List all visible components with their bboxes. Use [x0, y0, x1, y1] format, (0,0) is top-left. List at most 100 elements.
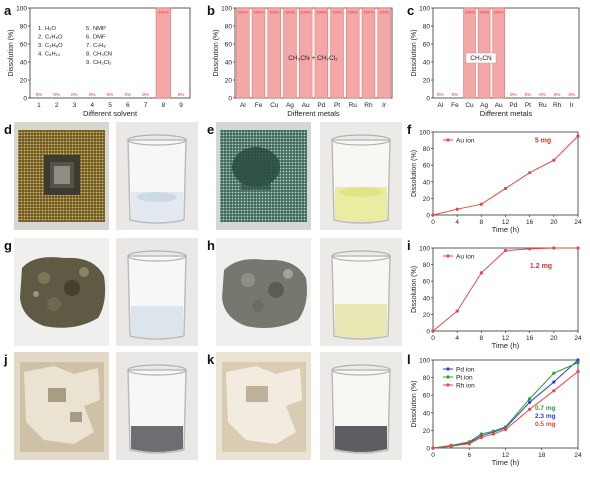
- chart-i-xtick-label: 0: [431, 335, 435, 342]
- chart-a-data-label: 0%: [53, 92, 60, 97]
- chart-a-legend-text: CH₂Cl₂: [93, 60, 111, 66]
- chart-f-xtick-label: 12: [502, 219, 510, 226]
- chart-a-legend-number: 7.: [86, 43, 91, 49]
- chart-a-ylabel: Dissolution (%): [8, 29, 15, 76]
- chart-l-xlabel: Time (h): [492, 458, 520, 467]
- chart-b-plot-frame: [234, 7, 393, 99]
- chart-f-plot-frame: [432, 131, 579, 216]
- chart-i-ytick-label: 20: [423, 312, 431, 319]
- chart-l-xtick-label: 24: [574, 452, 582, 459]
- chart-l-ylabel: Dissolution (%): [411, 380, 418, 427]
- chart-f-xlabel: Time (h): [492, 225, 520, 234]
- chart-c-ytick-label: 60: [423, 42, 431, 49]
- chart-a-legend-text: CH₃CN: [93, 52, 112, 58]
- chart-a-legend-text: C₇H₈: [93, 43, 106, 49]
- chart-a-xtick-label: 8: [162, 102, 166, 109]
- chart-i-ytick-label: 0: [426, 329, 430, 336]
- chart-f-xtick-label: 4: [455, 219, 459, 226]
- chart-f-ytick-label: 20: [423, 196, 431, 203]
- chart-i-data-point: [552, 246, 556, 250]
- chart-b-bar: [330, 7, 344, 99]
- chart-l-data-point: [528, 400, 532, 404]
- chart-l-plot-frame: [432, 359, 579, 449]
- panel-label-f: f: [407, 122, 412, 137]
- chart-a-data-label: 0%: [178, 92, 185, 97]
- chart-l-ytick-label: 80: [423, 375, 431, 382]
- chart-a-solvent-dissolution: 0 20 40 60 80 100 Dissolution (%) 0% 1 0% 2 0% 3 0% 4 0…: [8, 6, 191, 118]
- chart-b-xtick-label: Ag: [286, 102, 294, 109]
- chart-b-data-label: 100%: [301, 10, 311, 15]
- chart-b-xtick-label: Al: [240, 102, 246, 109]
- chart-i-amount: 1.2 mg: [530, 263, 552, 270]
- chart-a-bar: [155, 7, 171, 99]
- chart-b-data-label: 100%: [254, 10, 264, 15]
- chart-c-data-label: 100%: [465, 10, 475, 15]
- panel-label-e: e: [207, 122, 215, 137]
- chart-a-legend-text: C₃H₈O: [45, 43, 63, 49]
- chart-c-xtick-label: Al: [437, 102, 443, 109]
- chart-a-xtick-label: 6: [126, 102, 130, 109]
- chart-l-ytick-label: 40: [423, 410, 431, 417]
- panel-label-h: h: [207, 238, 215, 253]
- chart-a-legend-text: C₆H₁₄: [45, 52, 61, 58]
- chart-b-xlabel: Different metals: [287, 109, 340, 118]
- chart-a-xtick-label: 3: [73, 102, 77, 109]
- chart-c-ytick-label: 20: [423, 78, 431, 85]
- chart-f-ylabel: Dissolution (%): [411, 150, 418, 197]
- chart-f-xtick-label: 8: [480, 219, 484, 226]
- chart-a-legend-number: 1.: [38, 26, 43, 32]
- panel-label-k: k: [207, 352, 215, 367]
- chart-b-ytick-label: 20: [225, 78, 233, 85]
- chart-i-legend-marker: [446, 254, 450, 258]
- chart-a-ytick-label: 100: [16, 6, 27, 13]
- chart-a-xlabel: Different solvent: [83, 109, 138, 118]
- chart-i-data-point: [503, 248, 508, 253]
- chart-a-data-label: 0%: [89, 92, 96, 97]
- chart-c-metals-acetonitrile: 0 20 40 60 80 100 Dissolution (%) 0% Al 0% Fe 100% C…: [411, 6, 580, 118]
- chart-b-ytick-label: 100: [221, 6, 232, 13]
- chart-f-xtick-label: 24: [574, 219, 582, 226]
- chart-a-xtick-label: 9: [179, 102, 183, 109]
- chart-b-xtick-label: Ir: [382, 102, 387, 109]
- chart-c-ylabel: Dissolution (%): [411, 29, 418, 76]
- chart-b-xtick-label: Cu: [270, 102, 279, 109]
- chart-b-bar: [283, 7, 297, 99]
- chart-f-au-time: 0 20 40 60 80 100 Dissolution (%) 0 4 8 12 16 20 24 Ti…: [411, 130, 582, 235]
- chart-b-data-label: 100%: [269, 10, 279, 15]
- chart-l-data-point: [479, 432, 483, 436]
- chart-l-amount: 0.7 mg: [535, 405, 556, 412]
- chart-a-legend-number: 2.: [38, 35, 43, 41]
- chart-a-xtick-label: 1: [37, 102, 41, 109]
- chart-a-ytick-label: 40: [20, 60, 28, 67]
- photo-beaker-g: [116, 238, 198, 346]
- chart-a-legend-number: 5.: [86, 26, 91, 32]
- chart-c-xtick-label: Ir: [570, 102, 575, 109]
- chart-l-amount: 2.3 mg: [535, 413, 556, 420]
- chart-l-ytick-label: 20: [423, 428, 431, 435]
- chart-a-legend-number: 3.: [38, 43, 43, 49]
- chart-i-ytick-label: 100: [419, 246, 430, 253]
- photo-corroded-chip: [216, 122, 311, 230]
- chart-b-annotation: CH₃CN + CH₂Cl₂: [288, 55, 338, 62]
- chart-i-data-point: [479, 271, 483, 275]
- chart-l-data-point: [528, 407, 532, 411]
- chart-a-data-label: 0%: [36, 92, 43, 97]
- chart-c-xtick-label: Cu: [465, 102, 474, 109]
- chart-a-legend-number: 9.: [86, 60, 91, 66]
- photo-cpu-chip: [14, 122, 109, 230]
- chart-f-xtick-label: 16: [526, 219, 534, 226]
- chart-b-bar: [251, 7, 266, 99]
- chart-l-legend-marker: [446, 367, 450, 371]
- chart-b-bar: [314, 7, 329, 99]
- chart-l-ytick-label: 100: [419, 358, 430, 365]
- chart-c-data-label: 100%: [494, 10, 504, 15]
- chart-a-data-label: 0%: [107, 92, 114, 97]
- chart-c-ytick-label: 40: [423, 60, 431, 67]
- chart-i-series-line: [432, 247, 578, 332]
- chart-i-xtick-label: 12: [502, 335, 510, 342]
- chart-b-ytick-label: 40: [225, 60, 233, 67]
- chart-l-legend-label: Rh ion: [456, 382, 475, 389]
- chart-f-legend-label: Au ion: [456, 138, 475, 145]
- photo-beaker-h: [320, 238, 402, 346]
- chart-f-data-point: [479, 202, 483, 206]
